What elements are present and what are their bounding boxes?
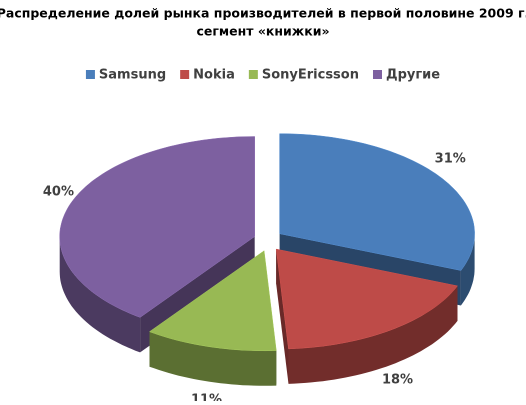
slice-wall <box>149 331 277 386</box>
legend-swatch <box>180 70 190 79</box>
pie-tops <box>59 133 475 352</box>
legend-label: Nokia <box>193 68 235 83</box>
legend-swatch <box>248 70 258 79</box>
slice <box>148 250 277 352</box>
slice <box>275 248 458 350</box>
value-label: 11% <box>191 392 222 401</box>
value-label: 18% <box>382 373 413 388</box>
legend-label: SonyEricsson <box>262 68 359 83</box>
legend-swatch <box>85 70 95 79</box>
value-label: 40% <box>43 184 74 199</box>
chart-title: Распределение долей рынка производителей… <box>0 6 526 21</box>
slice <box>59 136 255 318</box>
slice-wall <box>59 236 141 353</box>
legend: Samsung Nokia SonyEricsson Другие <box>85 68 440 83</box>
legend-swatch <box>372 70 382 79</box>
value-label: 31% <box>435 151 466 166</box>
slice-wall <box>288 285 458 384</box>
legend-label: Другие <box>386 68 440 83</box>
slice-wall <box>460 233 475 306</box>
chart-subtitle: сегмент «книжки» <box>196 24 329 39</box>
slice-side <box>276 249 289 384</box>
slice <box>279 133 475 271</box>
legend-label: Samsung <box>99 68 166 83</box>
